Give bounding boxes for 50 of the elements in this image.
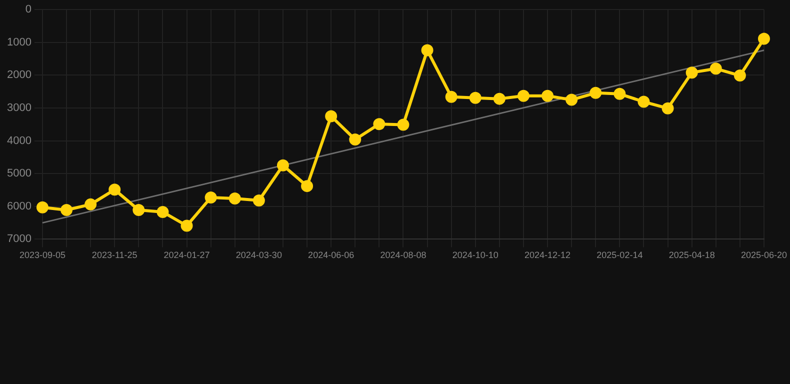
point (638, 96, 650, 108)
point (734, 70, 746, 82)
y-tick-label: 3000 (6, 102, 32, 114)
x-tick-label: 2024-10-10 (452, 250, 498, 260)
point (445, 90, 458, 103)
x-tick-label: 2025-04-18 (668, 250, 715, 260)
point (493, 92, 506, 105)
point (421, 44, 434, 56)
x-tick-label: 2025-02-14 (596, 250, 643, 260)
y-tick-label: 2000 (6, 69, 32, 82)
x-tick-label: 2024-03-30 (236, 250, 282, 260)
point (276, 159, 289, 172)
point (542, 90, 554, 102)
point (132, 204, 145, 216)
point (180, 220, 193, 232)
y-tick-label: 6000 (6, 200, 32, 212)
point (204, 192, 217, 204)
x-tick-label: 2024-12-12 (524, 250, 571, 260)
point (469, 92, 482, 104)
point (84, 198, 97, 210)
point (301, 180, 314, 192)
point (397, 118, 410, 131)
y-tick-label: 7000 (6, 233, 32, 246)
point (60, 204, 73, 216)
point (156, 206, 169, 218)
x-tick-label: 2023-09-05 (19, 250, 66, 260)
point (349, 133, 362, 146)
x-tick-label: 2024-01-27 (164, 250, 210, 260)
point (373, 118, 386, 130)
point (662, 102, 674, 114)
x-tick-label: 2023-11-25 (92, 250, 138, 260)
x-tick-label: 2024-06-06 (308, 250, 354, 260)
x-tick-label: 2024-08-08 (380, 250, 426, 260)
point (325, 110, 338, 122)
point (758, 32, 770, 45)
y-tick-label: 5000 (6, 168, 32, 180)
y-tick-label: 4000 (6, 134, 32, 147)
point (228, 192, 241, 205)
point (36, 201, 48, 214)
point (517, 90, 530, 102)
point (710, 62, 722, 75)
y-tick-label: 1000 (6, 36, 32, 48)
x-tick-label: 2025-06-20 (740, 250, 788, 260)
point (614, 88, 626, 100)
y-tick-label: 0 (25, 4, 32, 16)
point (252, 194, 265, 206)
point (686, 66, 698, 79)
point (566, 94, 578, 106)
point (108, 184, 121, 196)
point (590, 86, 602, 99)
